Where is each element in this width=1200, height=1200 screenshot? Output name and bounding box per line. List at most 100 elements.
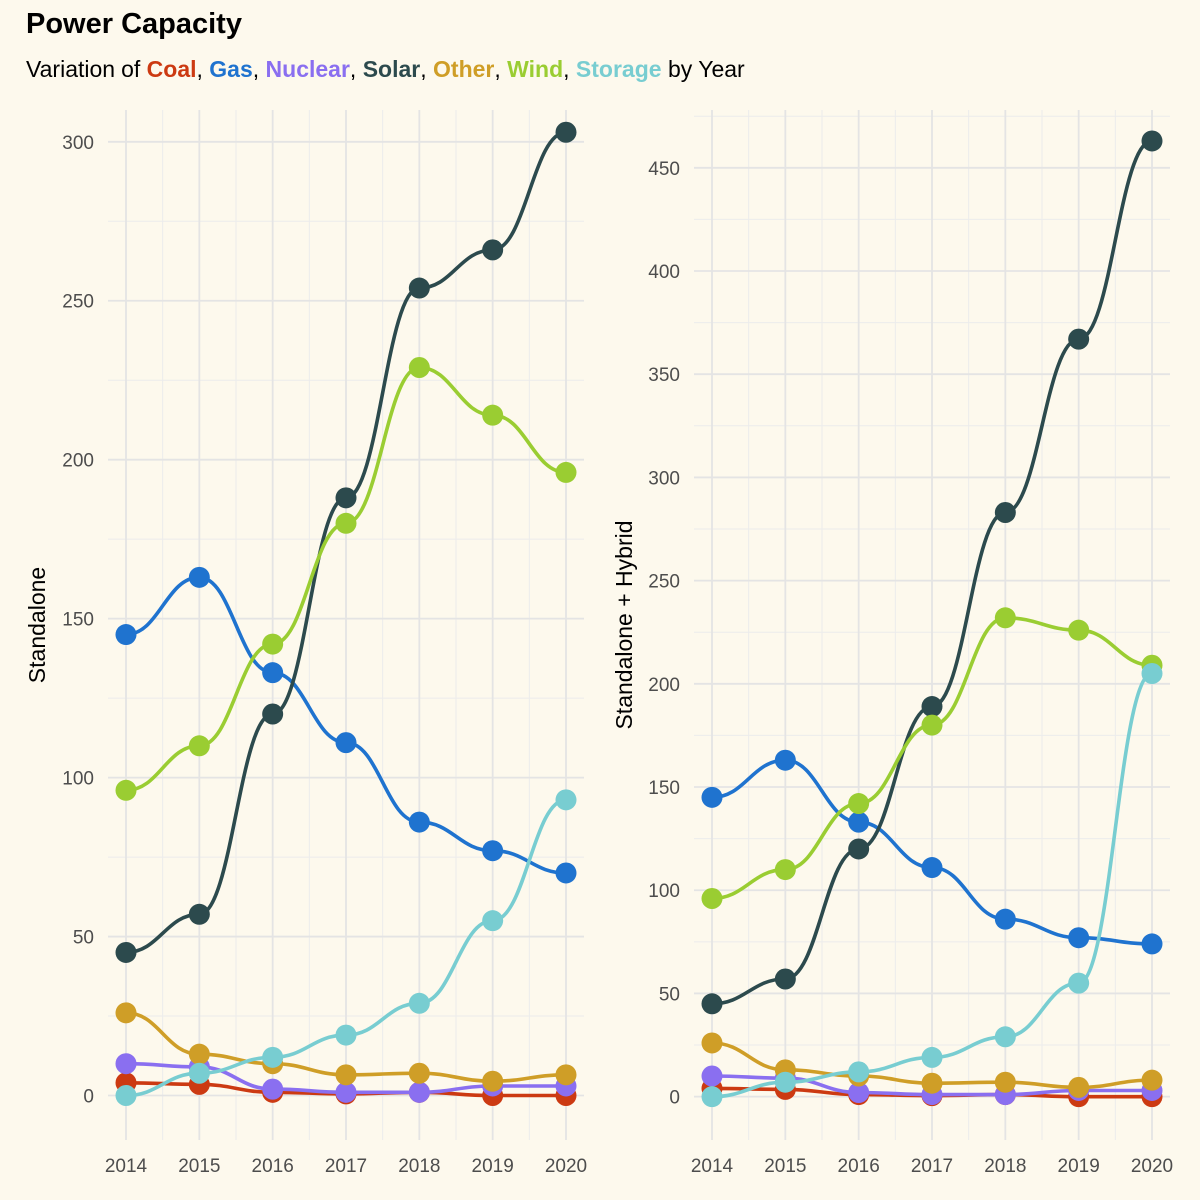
data-point (555, 1064, 577, 1086)
series-storage (701, 663, 1163, 1108)
data-point (188, 903, 210, 925)
x-tick-label: 2020 (1131, 1156, 1173, 1177)
x-tick-label: 2016 (838, 1156, 880, 1177)
data-point (921, 1072, 943, 1094)
x-tick-label: 2015 (178, 1156, 220, 1177)
y-tick-label: 100 (648, 881, 680, 902)
panel-standalone-hybrid: 0 50 100 150 200 250 300 350 400 450 2014 2015 2016 2… (611, 110, 1173, 1177)
subtitle-separator: , (494, 56, 508, 82)
data-point (262, 1078, 284, 1100)
data-point (774, 749, 796, 771)
subtitle-series-solar: Solar (362, 56, 421, 82)
data-point (921, 857, 943, 879)
data-point (408, 1081, 430, 1103)
y-tick-label: 150 (62, 610, 94, 631)
data-point (701, 993, 723, 1015)
subtitle-separator: , (349, 56, 363, 82)
data-point (555, 789, 577, 811)
data-point (335, 1024, 357, 1046)
data-point (1068, 927, 1090, 949)
y-tick-label: 200 (62, 451, 94, 472)
data-point (848, 811, 870, 833)
data-point (335, 1081, 357, 1103)
data-point (848, 838, 870, 860)
y-tick-label: 250 (648, 572, 680, 593)
y-tick-label: 0 (83, 1086, 94, 1107)
data-point (408, 357, 430, 378)
x-tick-label: 2016 (252, 1156, 294, 1177)
data-point (115, 779, 137, 801)
data-point (848, 1061, 870, 1083)
series-solar (701, 130, 1163, 1015)
data-point (701, 1065, 723, 1087)
subtitle-separator: , (563, 56, 576, 82)
y-tick-label: 0 (669, 1088, 680, 1109)
series-gas (115, 566, 577, 884)
subtitle-separator: , (252, 56, 266, 82)
data-point (408, 277, 430, 299)
data-point (482, 404, 504, 426)
data-point (408, 811, 430, 833)
data-point (408, 992, 430, 1014)
data-point (774, 1071, 796, 1093)
y-tick-label: 250 (62, 292, 94, 313)
data-point (482, 239, 504, 261)
x-tick-label: 2019 (1058, 1156, 1100, 1177)
data-point (701, 1032, 723, 1054)
series-wind (115, 357, 577, 801)
data-point (1068, 972, 1090, 994)
series-solar (115, 121, 577, 963)
y-tick-label: 300 (648, 468, 680, 489)
x-tick-label: 2014 (105, 1156, 148, 1177)
data-point (262, 1046, 284, 1068)
data-point (188, 1043, 210, 1065)
chart-subtitle: Variation of Coal, Gas, Nuclear, Solar, O… (26, 56, 745, 83)
data-point (115, 1084, 137, 1106)
data-point (921, 714, 943, 736)
y-axis-label: Standalone (24, 567, 50, 683)
x-tick-label: 2014 (691, 1156, 734, 1177)
data-point (1141, 130, 1163, 152)
subtitle-series-storage: Storage (575, 56, 662, 82)
data-point (115, 624, 137, 646)
data-point (1068, 1076, 1090, 1098)
subtitle-series-wind: Wind (507, 56, 564, 82)
data-point (335, 732, 357, 754)
data-point (774, 859, 796, 881)
data-point (1141, 933, 1163, 955)
y-tick-label: 300 (62, 133, 94, 154)
data-point (994, 1026, 1016, 1048)
data-point (335, 512, 357, 534)
x-tick-label: 2015 (764, 1156, 806, 1177)
data-point (1068, 328, 1090, 350)
series-storage (115, 789, 577, 1106)
subtitle-separator: , (196, 56, 210, 82)
y-tick-label: 200 (648, 675, 680, 696)
x-tick-label: 2018 (398, 1156, 440, 1177)
data-point (701, 887, 723, 909)
data-point (482, 840, 504, 862)
y-tick-label: 350 (648, 365, 680, 386)
series-wind (701, 607, 1163, 909)
y-tick-label: 50 (73, 928, 94, 949)
subtitle-prefix: Variation (26, 56, 116, 82)
y-tick-label: 400 (648, 262, 680, 283)
data-point (994, 607, 1016, 629)
data-point (188, 735, 210, 757)
data-point (1068, 619, 1090, 641)
data-point (262, 633, 284, 655)
y-tick-label: 450 (648, 159, 680, 180)
data-point (115, 1002, 137, 1024)
data-point (1141, 663, 1163, 685)
data-point (115, 1053, 137, 1075)
data-point (701, 1086, 723, 1108)
data-point (262, 662, 284, 684)
data-point (994, 1071, 1016, 1093)
chart-title: Power Capacity (26, 8, 242, 40)
subtitle-of: of (121, 56, 141, 82)
y-tick-label: 150 (648, 778, 680, 799)
x-tick-label: 2019 (472, 1156, 514, 1177)
series-other (115, 1002, 577, 1092)
data-point (848, 1082, 870, 1104)
